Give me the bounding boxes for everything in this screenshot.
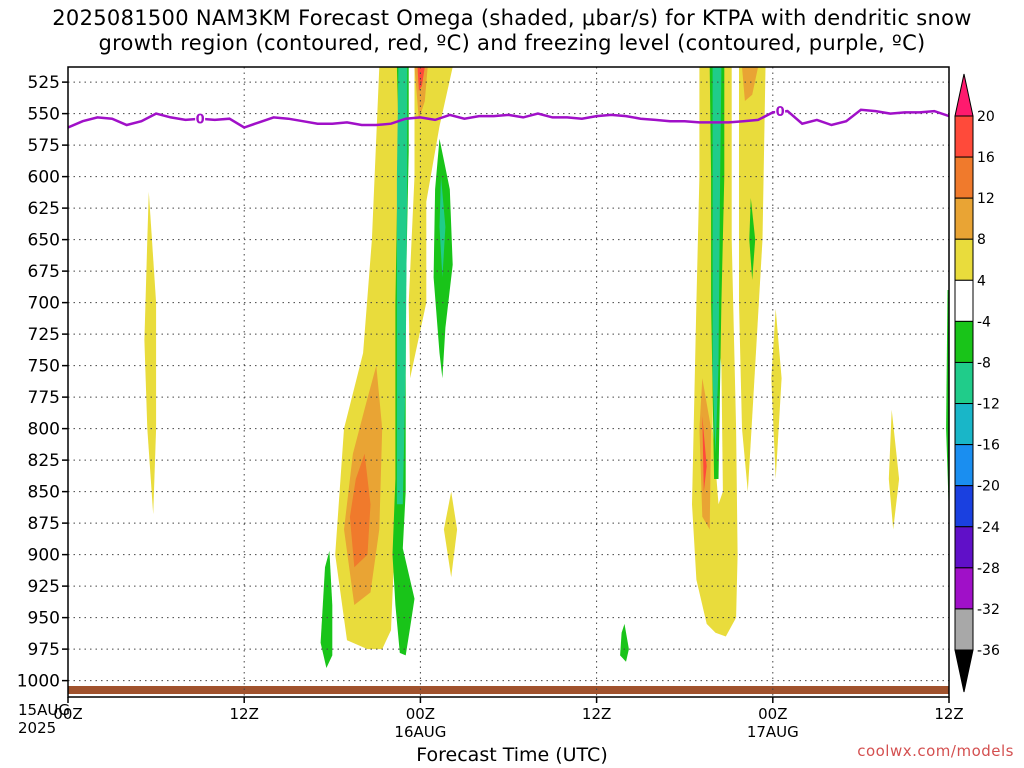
colorbar-box-1 bbox=[954, 115, 974, 158]
x-tick-label-60: 12Z bbox=[934, 705, 963, 723]
freezing-label-0: 0 bbox=[196, 113, 205, 128]
colorbar-label-5: -4 bbox=[977, 314, 991, 330]
omega-region-18 bbox=[320, 550, 333, 668]
colorbar-box-9 bbox=[954, 444, 974, 487]
y-tick-label-650: 650 bbox=[28, 231, 60, 251]
freezing-label-bg-1 bbox=[775, 104, 786, 118]
colorbar-box-6 bbox=[954, 320, 974, 363]
colorbar-label-12: -32 bbox=[977, 602, 1000, 618]
omega-region-13 bbox=[417, 67, 425, 91]
omega-region-24 bbox=[439, 176, 446, 278]
colorbar-label-8: -16 bbox=[977, 438, 1000, 454]
x-start-label: 15AUG 2025 bbox=[18, 701, 70, 737]
omega-region-12 bbox=[349, 453, 371, 568]
colorbar-label-3: 8 bbox=[977, 232, 986, 248]
x-start-day: 15AUG bbox=[18, 701, 70, 719]
omega-region-5 bbox=[739, 67, 766, 492]
y-tick-label-800: 800 bbox=[28, 420, 60, 440]
x-tick-label-12: 12Z bbox=[230, 705, 259, 723]
colorbar-box-5 bbox=[954, 279, 974, 322]
colorbar-box-10 bbox=[954, 485, 974, 528]
colorbar-bottom-arrow bbox=[954, 649, 974, 693]
colorbar-label-2: 12 bbox=[977, 191, 995, 207]
colorbar-box-8 bbox=[954, 403, 974, 446]
x-axis-label: Forecast Time (UTC) bbox=[416, 744, 608, 766]
colorbar-label-1: 16 bbox=[977, 150, 995, 166]
colorbar-box-12 bbox=[954, 567, 974, 610]
y-tick-label-700: 700 bbox=[28, 294, 60, 314]
y-tick-label-600: 600 bbox=[28, 168, 60, 188]
colorbar-box-4 bbox=[954, 238, 974, 281]
omega-region-20 bbox=[749, 198, 756, 280]
y-tick-label-875: 875 bbox=[28, 514, 60, 534]
freezing-label-1: 0 bbox=[776, 105, 785, 120]
colorbar-label-6: -8 bbox=[977, 355, 991, 371]
colorbar-label-4: 4 bbox=[977, 273, 986, 289]
omega-region-14 bbox=[702, 416, 707, 492]
omega-region-3 bbox=[443, 491, 458, 578]
colorbar-box-2 bbox=[954, 156, 974, 199]
x-tick-sub-48: 17AUG bbox=[747, 723, 799, 741]
omega-region-7 bbox=[888, 409, 900, 530]
x-tick-label-0: 00Z bbox=[53, 705, 82, 723]
x-tick-sub-24: 16AUG bbox=[394, 723, 446, 741]
y-tick-label-575: 575 bbox=[28, 136, 60, 156]
omega-region-21 bbox=[620, 623, 629, 662]
omega-region-11 bbox=[742, 67, 759, 101]
freezing-label-bg-0 bbox=[195, 111, 206, 125]
omega-region-6 bbox=[771, 308, 782, 479]
y-tick-label-550: 550 bbox=[28, 105, 60, 125]
colorbar-top-arrow bbox=[954, 73, 974, 117]
y-tick-label-725: 725 bbox=[28, 325, 60, 345]
chart-title-line1: 2025081500 NAM3KM Forecast Omega (shaded… bbox=[52, 6, 972, 30]
colorbar-box-13 bbox=[954, 608, 974, 651]
y-tick-label-675: 675 bbox=[28, 262, 60, 282]
freezing-level-line bbox=[68, 108, 949, 129]
plot-frame bbox=[67, 66, 950, 698]
x-tick-label-48: 00Z bbox=[758, 705, 787, 723]
y-tick-label-950: 950 bbox=[28, 609, 60, 629]
omega-region-25 bbox=[712, 67, 722, 454]
y-tick-label-750: 750 bbox=[28, 357, 60, 377]
y-tick-label-1000: 1000 bbox=[17, 672, 60, 692]
x-tick-label-24: 00Z bbox=[406, 705, 435, 723]
y-tick-label-900: 900 bbox=[28, 546, 60, 566]
y-tick-label-625: 625 bbox=[28, 199, 60, 219]
y-tick-label-775: 775 bbox=[28, 388, 60, 408]
colorbar-label-10: -24 bbox=[977, 520, 1000, 536]
y-tick-label-925: 925 bbox=[28, 577, 60, 597]
x-tick-label-36: 12Z bbox=[582, 705, 611, 723]
y-tick-label-850: 850 bbox=[28, 483, 60, 503]
credit-text: coolwx.com/models bbox=[857, 742, 1014, 760]
colorbar-label-0: 20 bbox=[977, 109, 995, 125]
y-tick-label-825: 825 bbox=[28, 451, 60, 471]
colorbar-label-9: -20 bbox=[977, 479, 1000, 495]
colorbar-box-11 bbox=[954, 526, 974, 569]
y-tick-label-975: 975 bbox=[28, 640, 60, 660]
chart-title-line2: growth region (contoured, red, ºC) and f… bbox=[98, 31, 926, 55]
colorbar-label-11: -28 bbox=[977, 561, 1000, 577]
colorbar-box-3 bbox=[954, 197, 974, 240]
colorbar-label-13: -36 bbox=[977, 643, 1000, 659]
colorbar-label-7: -12 bbox=[977, 397, 1000, 413]
y-tick-label-525: 525 bbox=[28, 73, 60, 93]
omega-region-2 bbox=[408, 67, 453, 379]
omega-region-0 bbox=[144, 191, 157, 515]
x-start-year: 2025 bbox=[18, 719, 57, 737]
terrain-strip bbox=[68, 686, 949, 694]
omega-region-9 bbox=[414, 67, 428, 120]
colorbar-box-7 bbox=[954, 361, 974, 405]
